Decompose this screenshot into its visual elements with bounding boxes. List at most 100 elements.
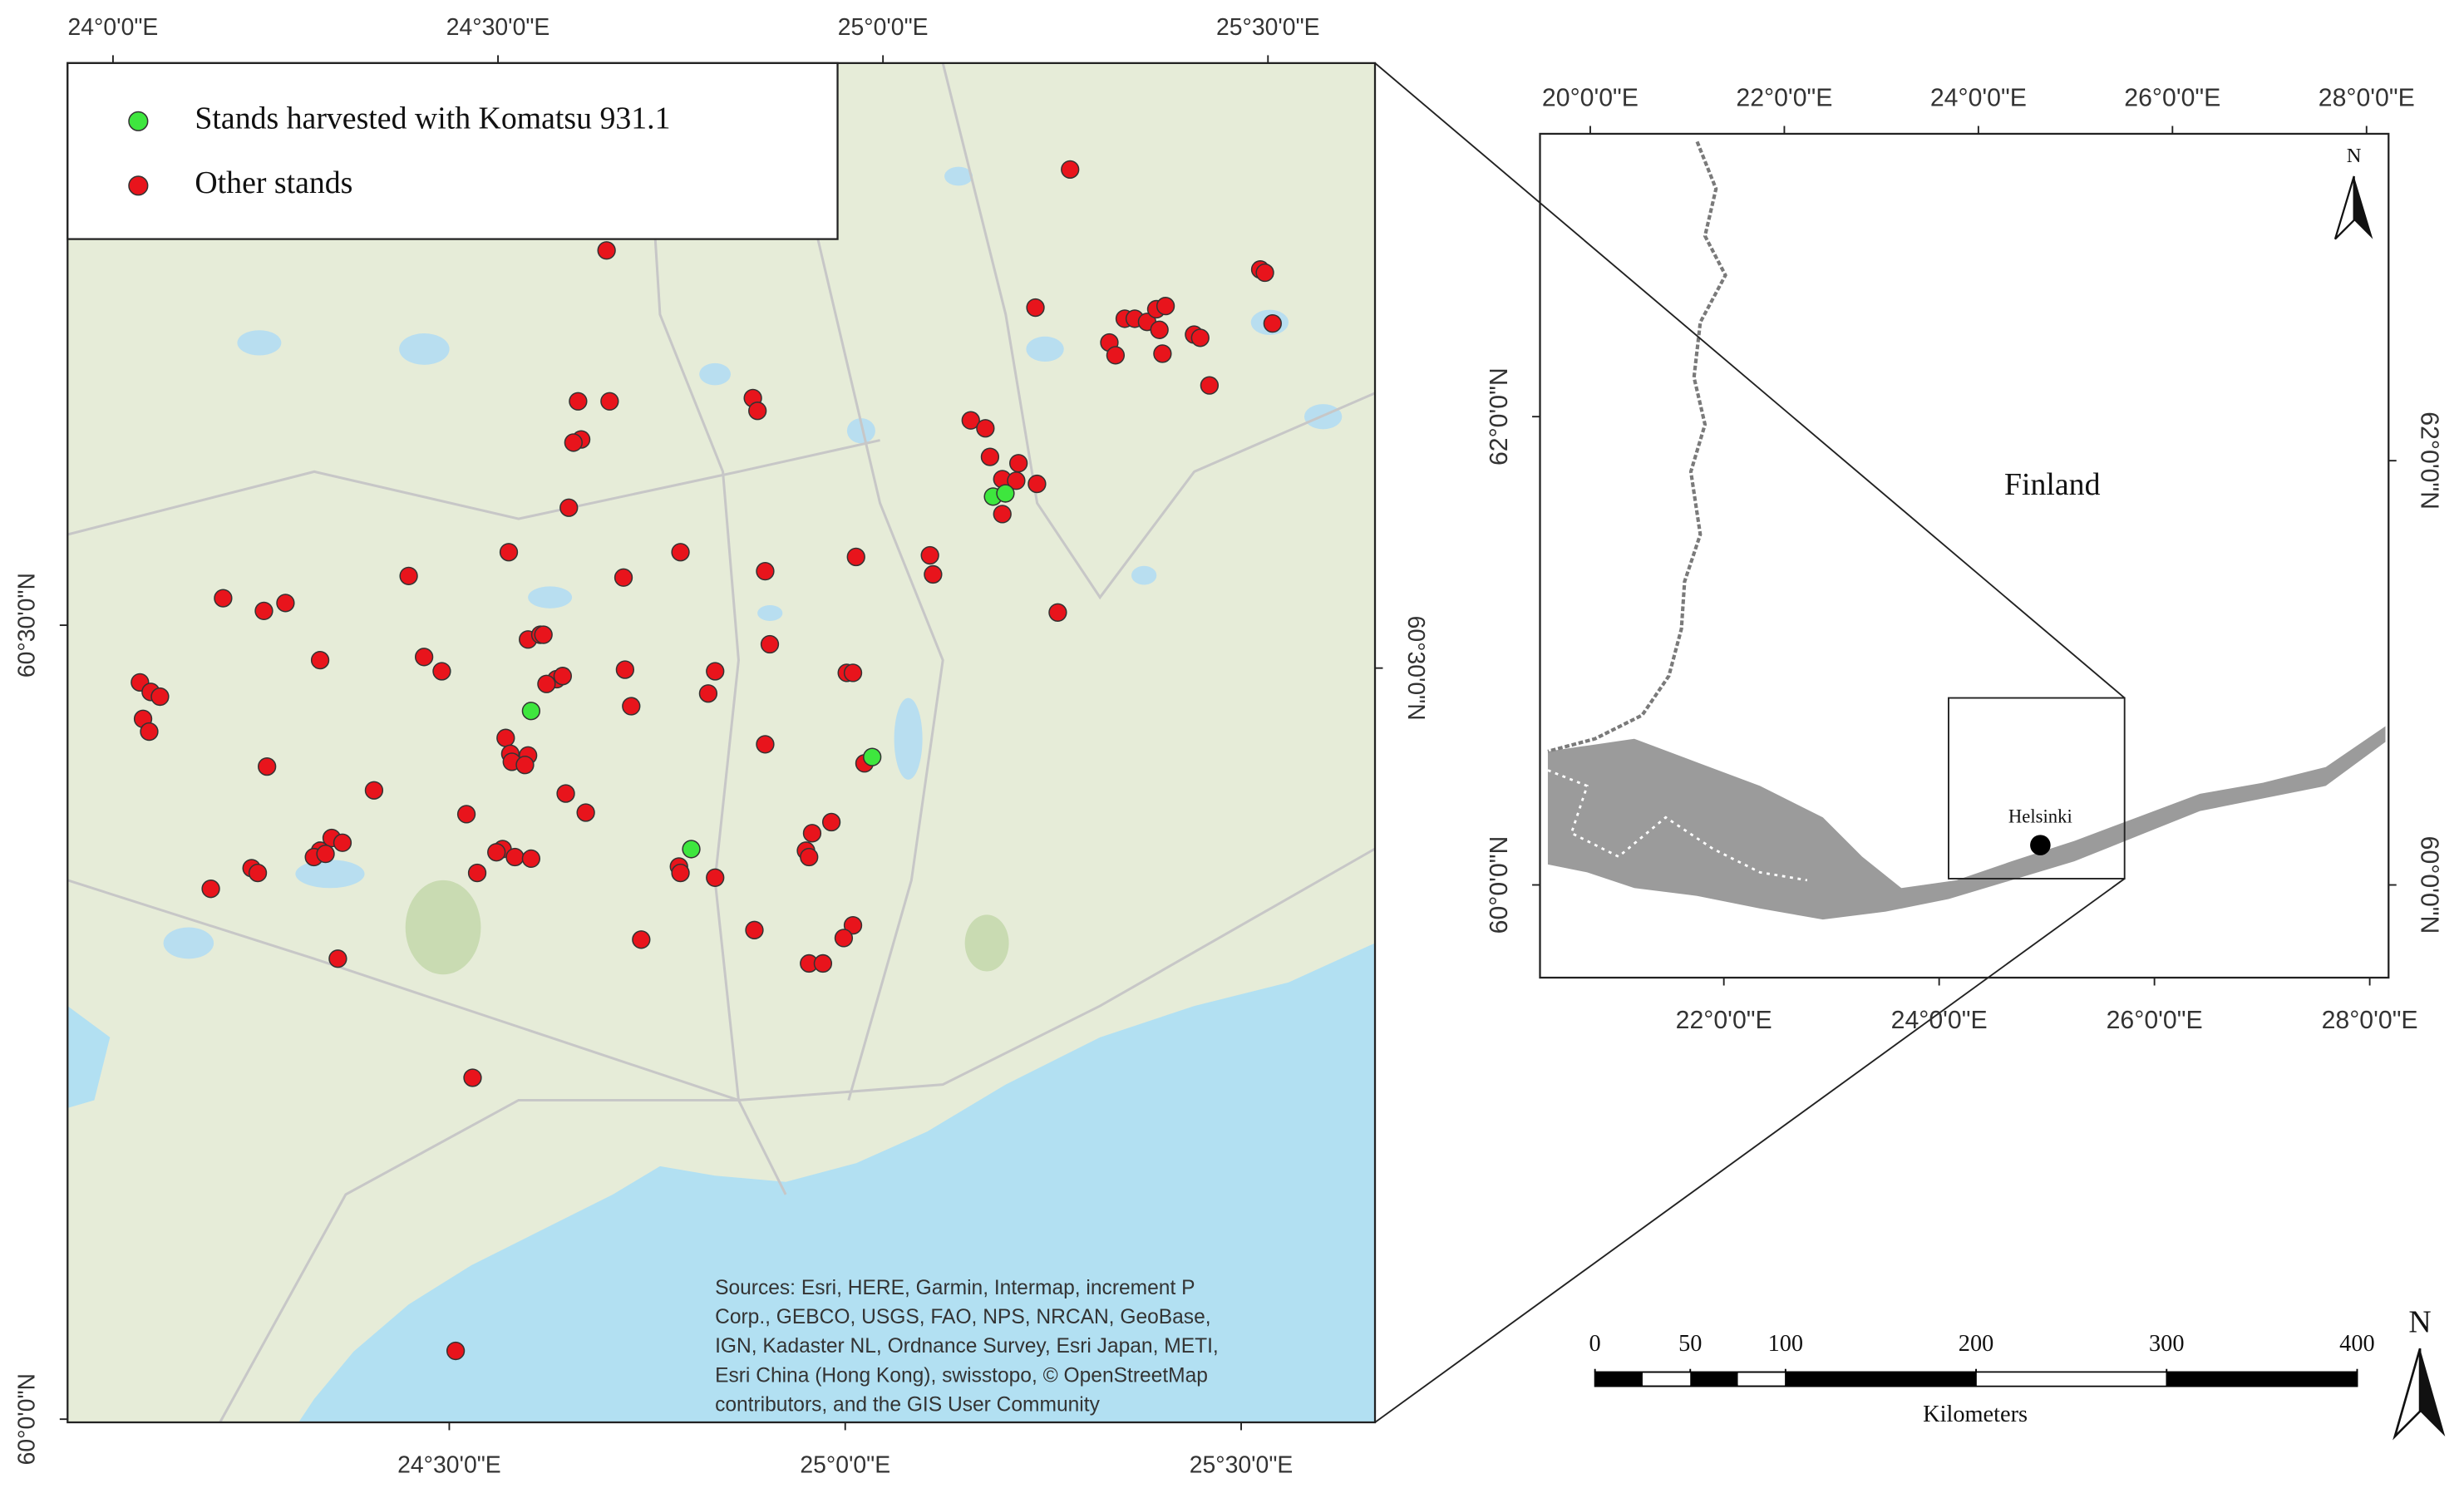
- stand-point: [1009, 454, 1028, 473]
- stand-point: [976, 419, 995, 438]
- stand-point: [756, 561, 775, 581]
- stand-point: [456, 805, 476, 824]
- y-tick-label: 62°0'0"N: [2416, 411, 2443, 510]
- stand-point: [214, 589, 233, 608]
- stand-point: [446, 1341, 466, 1361]
- x-tick-label: 24°0'0"E: [1891, 1007, 1988, 1034]
- stand-point: [1061, 160, 1080, 180]
- inset-map: N N Finland Kilometers: [1374, 62, 2446, 1441]
- stand-point: [863, 747, 882, 766]
- stand-point: [698, 684, 718, 703]
- stand-point: [1026, 298, 1045, 318]
- scale-tick-label: 100: [1768, 1331, 1804, 1357]
- stand-point: [505, 847, 525, 867]
- stand-point: [760, 634, 780, 654]
- x-tick-label: 25°30'0"E: [1190, 1451, 1294, 1478]
- stand-point: [615, 660, 635, 679]
- legend-marker: [128, 175, 149, 196]
- y-tick-label: 60°0'0"N: [1486, 836, 1513, 934]
- stand-point: [1007, 471, 1026, 490]
- scale-tick-label: 300: [2149, 1331, 2185, 1357]
- stand-point: [521, 702, 541, 721]
- stand-point: [515, 756, 535, 775]
- stand-point: [846, 547, 865, 567]
- stand-point: [622, 697, 641, 716]
- stand-point: [248, 863, 268, 883]
- stand-point: [843, 915, 863, 935]
- scale-segment: [1642, 1374, 1691, 1384]
- stand-point: [201, 880, 220, 899]
- north-label: N: [2347, 145, 2362, 167]
- city-label: Helsinki: [2008, 806, 2072, 827]
- stand-point: [1027, 474, 1047, 494]
- stand-point: [399, 566, 418, 586]
- stand-point: [467, 863, 487, 883]
- stand-point: [1150, 320, 1169, 339]
- scale-segment: [2166, 1371, 2358, 1387]
- stand-point: [671, 863, 690, 883]
- stand-point: [316, 844, 335, 864]
- stand-point: [310, 650, 330, 670]
- stand-point: [432, 662, 451, 681]
- legend: Stands harvested with Komatsu 931.1 Other…: [67, 62, 839, 240]
- stand-point: [414, 648, 434, 667]
- x-tick-label: 25°30'0"E: [1216, 14, 1320, 41]
- x-tick-label: 24°0'0"E: [68, 14, 159, 41]
- stand-point: [1200, 376, 1220, 395]
- north-label: N: [2408, 1304, 2431, 1339]
- x-tick-label: 28°0'0"E: [2319, 84, 2415, 111]
- legend-label: Other stands: [195, 165, 352, 200]
- stand-point: [1190, 328, 1210, 347]
- x-tick-label: 26°0'0"E: [2124, 84, 2220, 111]
- legend-marker: [128, 111, 149, 131]
- stand-point: [843, 663, 863, 682]
- scale-tick-label: 200: [1959, 1331, 1994, 1357]
- stand-point: [328, 949, 347, 968]
- scale-segment: [1737, 1374, 1786, 1384]
- stand-point: [920, 545, 939, 565]
- x-tick-label: 20°0'0"E: [1542, 84, 1639, 111]
- y-tick-label: 60°0'0"N: [14, 1373, 41, 1465]
- stand-point: [682, 840, 701, 859]
- stand-point: [924, 564, 943, 584]
- stand-point: [706, 662, 725, 681]
- stand-point: [487, 843, 506, 862]
- y-tick-label: 60°30'0"N: [1402, 616, 1429, 721]
- x-tick-label: 24°30'0"E: [397, 1451, 501, 1478]
- stand-point: [521, 849, 541, 869]
- scale-segment: [1785, 1371, 1977, 1387]
- scale-segment: [1594, 1372, 1643, 1387]
- attribution-text: Sources: Esri, HERE, Garmin, Intermap, i…: [715, 1277, 1195, 1299]
- stand-point: [993, 505, 1012, 524]
- country-label: Finland: [2004, 467, 2101, 502]
- attribution-text: Corp., GEBCO, USGS, FAO, NPS, NRCAN, Geo…: [715, 1306, 1211, 1328]
- stand-point: [254, 601, 274, 621]
- basemap: [67, 62, 1377, 1424]
- stand-point: [258, 756, 277, 776]
- stand-point: [534, 625, 553, 644]
- scale-segment: [1975, 1371, 2168, 1387]
- stand-point: [569, 392, 588, 411]
- stand-point: [140, 722, 159, 742]
- scale-tick-label: 0: [1589, 1331, 1601, 1357]
- stand-point: [980, 447, 1000, 466]
- legend-box: [67, 62, 839, 240]
- stand-point: [706, 868, 725, 887]
- stand-point: [1153, 344, 1172, 363]
- stand-point: [813, 953, 833, 973]
- stand-point: [745, 920, 764, 939]
- x-tick-label: 24°30'0"E: [446, 14, 550, 41]
- x-tick-label: 22°0'0"E: [1676, 1007, 1772, 1034]
- stand-point: [996, 484, 1015, 503]
- stand-point: [150, 687, 170, 707]
- attribution-text: Esri China (Hong Kong), swisstopo, © Ope…: [715, 1364, 1208, 1387]
- scale-segment: [1690, 1372, 1738, 1387]
- stand-point: [1263, 313, 1282, 333]
- stand-points: [131, 160, 1282, 1361]
- stand-point: [576, 803, 595, 822]
- stand-point: [756, 735, 775, 754]
- stand-point: [564, 433, 583, 452]
- stand-point: [276, 594, 295, 613]
- stand-point: [553, 667, 573, 686]
